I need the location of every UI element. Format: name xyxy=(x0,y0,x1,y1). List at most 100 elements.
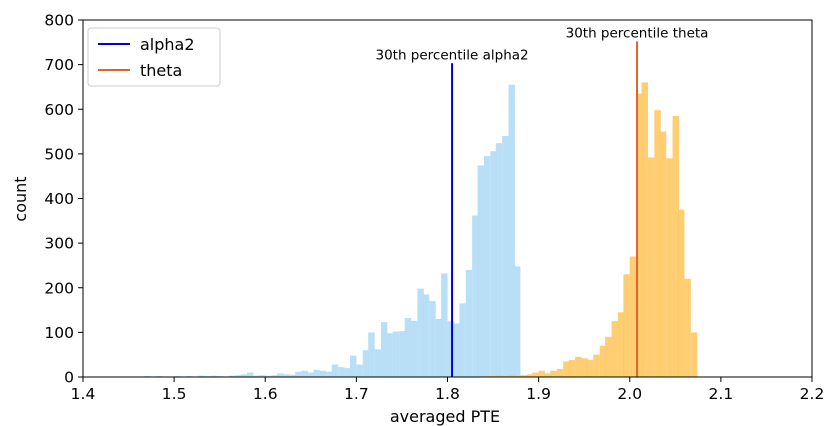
bar-alpha2 xyxy=(210,375,217,377)
bar-alpha2 xyxy=(326,371,333,377)
x-tick-label: 2.2 xyxy=(800,385,825,403)
bar-theta xyxy=(629,256,637,377)
x-tick-label: 2.0 xyxy=(617,385,642,403)
bar-alpha2 xyxy=(308,372,315,377)
x-tick-label: 1.8 xyxy=(435,385,460,403)
bar-theta xyxy=(586,360,594,377)
bar-alpha2 xyxy=(338,367,345,377)
bar-alpha2 xyxy=(386,333,393,377)
bar-alpha2 xyxy=(429,301,436,377)
bar-theta xyxy=(666,158,673,377)
bar-theta xyxy=(647,157,655,377)
y-tick-label: 300 xyxy=(44,235,74,253)
series-theta xyxy=(483,82,698,378)
bar-alpha2 xyxy=(483,156,491,377)
bar-theta xyxy=(545,373,552,377)
bar-theta xyxy=(514,375,521,377)
bar-alpha2 xyxy=(490,151,497,377)
bar-alpha2 xyxy=(344,368,351,377)
bar-theta xyxy=(623,274,630,377)
bar-alpha2 xyxy=(350,355,357,377)
legend-frame xyxy=(87,27,221,87)
bar-theta xyxy=(508,374,515,377)
bar-theta xyxy=(556,368,564,377)
bar-theta xyxy=(568,360,576,377)
bar-alpha2 xyxy=(477,165,484,377)
reference-lines: 30th percentile alpha2 30th percentile th… xyxy=(375,25,708,377)
bar-theta xyxy=(550,370,557,377)
bar-theta xyxy=(678,209,685,377)
bar-theta xyxy=(611,321,618,377)
bar-alpha2 xyxy=(495,143,503,377)
bar-alpha2 xyxy=(240,374,248,377)
bar-theta xyxy=(654,110,661,377)
y-tick-label: 500 xyxy=(44,145,74,163)
bar-theta xyxy=(575,356,582,377)
bar-alpha2 xyxy=(235,375,242,377)
bar-theta xyxy=(599,345,607,377)
legend: alpha2 theta xyxy=(87,27,221,87)
x-tick-label: 1.6 xyxy=(253,385,278,403)
bar-alpha2 xyxy=(368,332,375,378)
bar-alpha2 xyxy=(472,215,479,377)
bar-alpha2 xyxy=(271,375,279,377)
bar-theta xyxy=(495,375,503,377)
legend-label-alpha2: alpha2 xyxy=(140,35,195,54)
bar-alpha2 xyxy=(198,375,206,377)
y-tick-label: 200 xyxy=(44,279,74,297)
y-tick-label: 700 xyxy=(44,56,74,74)
x-tick-label: 1.7 xyxy=(344,385,369,403)
bar-theta xyxy=(490,375,497,377)
bar-alpha2 xyxy=(399,331,406,377)
bar-theta xyxy=(526,374,534,377)
ticks: 1.4 1.5 1.6 1.7 1.8 1.9 2.0 2.1 2.2 0 100 200 300 400… xyxy=(44,12,824,404)
bar-alpha2 xyxy=(277,373,284,377)
bar-theta xyxy=(636,93,643,377)
y-tick-label: 800 xyxy=(44,12,74,30)
bar-theta xyxy=(563,361,570,377)
y-axis-label: count xyxy=(11,176,30,221)
x-tick-label: 1.4 xyxy=(71,385,96,403)
bar-theta xyxy=(532,372,539,377)
y-tick-label: 0 xyxy=(64,369,74,387)
bar-alpha2 xyxy=(265,375,272,377)
legend-label-theta: theta xyxy=(140,61,182,80)
reference-annotation-alpha2: 30th percentile alpha2 xyxy=(375,47,528,63)
bar-alpha2 xyxy=(465,269,473,377)
bar-alpha2 xyxy=(374,349,382,377)
bar-theta xyxy=(684,278,691,377)
bar-theta xyxy=(690,332,698,378)
bar-alpha2 xyxy=(295,371,302,377)
y-tick-label: 400 xyxy=(44,190,74,208)
bar-alpha2 xyxy=(301,370,309,377)
bar-alpha2 xyxy=(422,294,430,377)
bar-alpha2 xyxy=(283,374,290,377)
bar-alpha2 xyxy=(411,320,418,377)
bar-alpha2 xyxy=(228,375,236,377)
bar-alpha2 xyxy=(459,303,466,377)
bar-alpha2 xyxy=(247,372,254,377)
bar-alpha2 xyxy=(331,364,339,377)
bar-alpha2 xyxy=(289,374,297,377)
reference-annotation-theta: 30th percentile theta xyxy=(566,25,709,41)
bar-alpha2 xyxy=(435,318,443,377)
bar-theta xyxy=(605,336,612,377)
bar-alpha2 xyxy=(417,288,424,377)
bar-alpha2 xyxy=(514,266,521,377)
x-axis-label: averaged PTE xyxy=(390,407,500,426)
bar-theta xyxy=(593,354,600,377)
bar-alpha2 xyxy=(392,331,400,377)
bar-alpha2 xyxy=(502,136,509,377)
bar-alpha2 xyxy=(404,318,412,377)
histogram-bars xyxy=(131,82,698,378)
bar-alpha2 xyxy=(380,322,388,377)
bar-theta xyxy=(617,312,625,377)
bar-alpha2 xyxy=(258,375,266,377)
bar-theta xyxy=(672,115,679,377)
x-tick-label: 1.9 xyxy=(526,385,551,403)
bar-alpha2 xyxy=(319,370,327,377)
bar-theta xyxy=(520,375,527,377)
series-alpha2 xyxy=(131,84,521,378)
x-tick-label: 1.5 xyxy=(162,385,187,403)
